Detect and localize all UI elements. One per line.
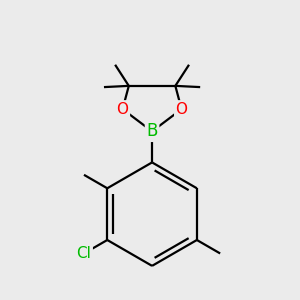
- Text: O: O: [176, 102, 188, 117]
- Text: O: O: [117, 102, 129, 117]
- Text: B: B: [146, 122, 158, 140]
- Text: Cl: Cl: [76, 246, 92, 261]
